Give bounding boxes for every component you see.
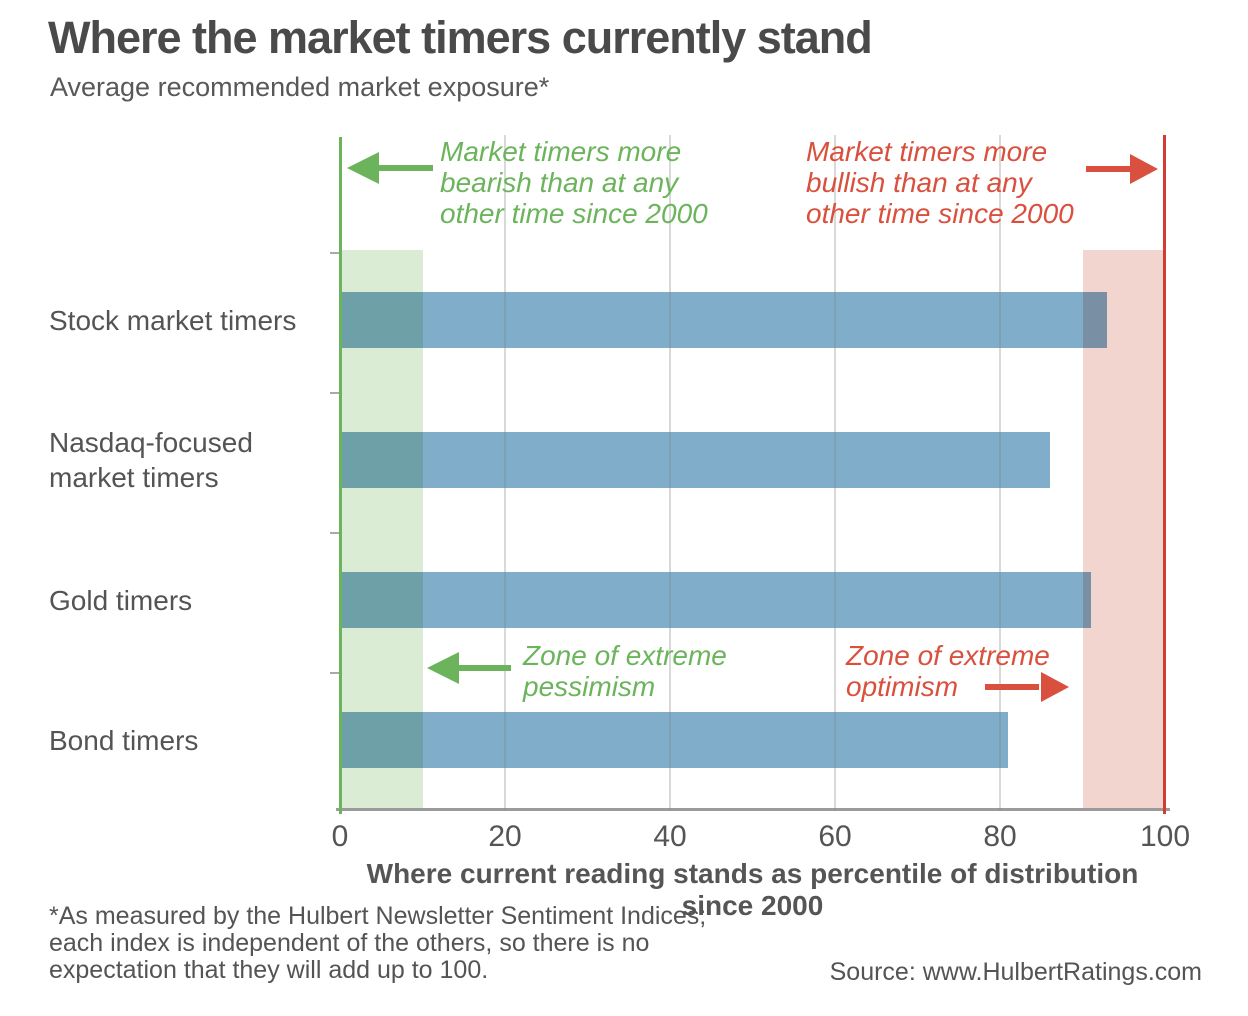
zone-extreme-pessimism (340, 250, 423, 810)
category-label: Gold timers (49, 584, 193, 616)
bar-bond-timers (340, 712, 1009, 768)
left-arrow-icon (347, 152, 433, 184)
gridline (504, 135, 506, 810)
bar-row (340, 390, 1165, 530)
category-label: Nasdaq-focused market timers (49, 427, 253, 493)
annotation-optimism-zone: Zone of extreme optimism (846, 640, 1050, 702)
source-credit: Source: www.HulbertRatings.com (829, 958, 1202, 986)
gridline (834, 135, 836, 810)
category-label: Bond timers (49, 724, 199, 756)
right-arrow-icon (985, 672, 1069, 702)
y-axis-tick (330, 532, 340, 534)
x-axis-line (336, 808, 1170, 811)
bar-row (340, 670, 1165, 810)
bar-stock-market-timers (340, 292, 1108, 348)
zero-reference-line (339, 137, 342, 814)
page-title: Where the market timers currently stand (48, 12, 873, 63)
x-tick-label: 40 (653, 820, 687, 853)
plot-area (340, 250, 1165, 810)
zone-extreme-optimism (1082, 250, 1165, 810)
bar-nasdaq-focused (340, 432, 1050, 488)
gridline (999, 135, 1001, 810)
x-tick-label: 20 (488, 820, 522, 853)
x-axis-title: Where current reading stands as percenti… (366, 858, 1139, 921)
x-tick-label: 0 (331, 820, 349, 853)
annotation-bearish: Market timers more bearish than at any o… (440, 136, 708, 229)
x-tick-label: 100 (1139, 820, 1191, 853)
y-axis-tick (330, 252, 340, 254)
gridline (669, 135, 671, 810)
y-axis-tick (330, 392, 340, 394)
y-axis-tick (330, 672, 340, 674)
x-tick-label: 80 (983, 820, 1017, 853)
footnote: *As measured by the Hulbert Newsletter S… (49, 902, 707, 984)
annotation-pessimism-zone: Zone of extreme pessimism (523, 640, 727, 702)
right-arrow-icon (1086, 154, 1158, 184)
category-label: Stock market timers (49, 304, 297, 336)
left-arrow-icon (427, 652, 511, 684)
bar-row (340, 250, 1165, 390)
x-tick-label: 60 (818, 820, 852, 853)
bar-row (340, 530, 1165, 670)
grid-layer (339, 135, 1166, 814)
max-reference-line (1163, 135, 1166, 814)
annotation-bullish: Market timers more bullish than at any o… (806, 136, 1074, 229)
bar-gold-timers (340, 572, 1091, 628)
chart-subtitle: Average recommended market exposure* (50, 72, 550, 102)
